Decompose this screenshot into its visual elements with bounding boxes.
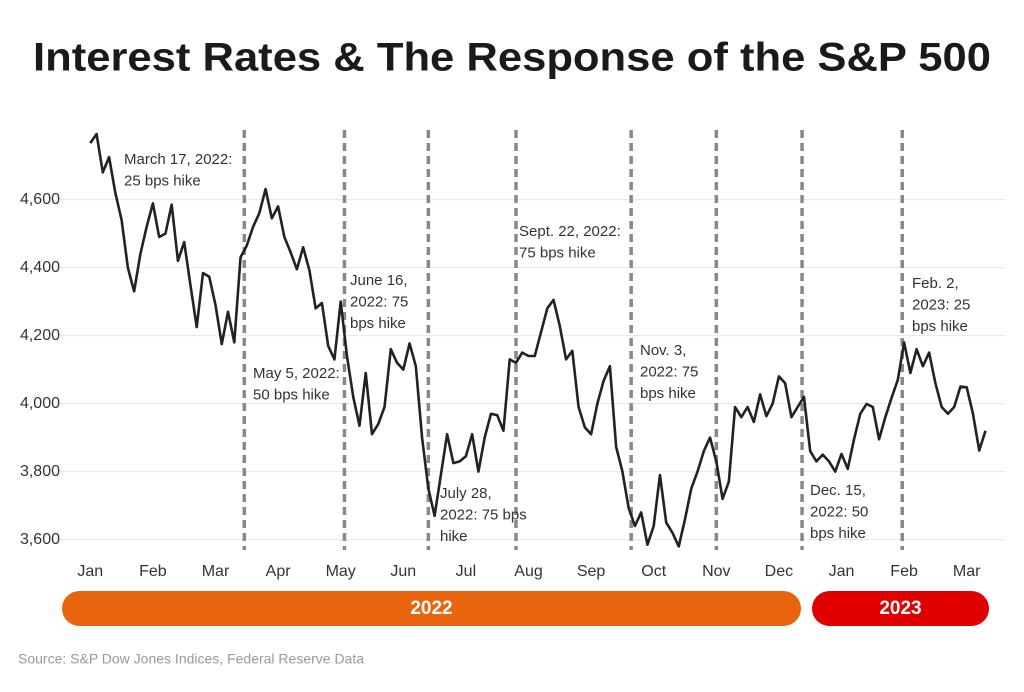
year-label: 2022	[410, 598, 452, 619]
x-tick-label: Jul	[456, 563, 476, 580]
y-tick-label: 4,000	[20, 395, 60, 412]
y-tick-label: 3,800	[20, 463, 60, 480]
year-bar	[62, 591, 801, 626]
annotation: March 17, 2022:	[124, 151, 232, 168]
annotation: 2022: 75 bps	[440, 506, 527, 523]
x-tick-label: Mar	[202, 563, 230, 580]
annotation: 75 bps hike	[519, 244, 596, 261]
series-line	[89, 132, 987, 548]
y-tick-label: 4,400	[20, 259, 60, 276]
annotation: 2022: 75	[640, 363, 698, 380]
y-tick-label: 4,200	[20, 327, 60, 344]
x-tick-label: Sep	[577, 563, 606, 580]
x-tick-label: Jan	[77, 563, 103, 580]
y-tick-label: 4,600	[20, 191, 60, 208]
x-tick-label: Oct	[641, 563, 666, 580]
chart-title: Interest Rates & The Response of the S&P…	[33, 36, 991, 80]
x-tick-label: Feb	[890, 563, 918, 580]
annotation: May 5, 2022:	[253, 365, 340, 382]
year-label: 2023	[879, 598, 921, 619]
annotation: July 28,	[440, 485, 492, 502]
x-tick-label: Apr	[266, 563, 292, 580]
annotation: bps hike	[350, 315, 406, 332]
annotation: Nov. 3,	[640, 342, 686, 359]
annotation: 50 bps hike	[253, 386, 330, 403]
annotation: bps hike	[912, 318, 968, 335]
annotation: Feb. 2,	[912, 275, 959, 292]
annotation: Sept. 22, 2022:	[519, 223, 621, 240]
annotation: June 16,	[350, 272, 408, 289]
annotation: bps hike	[810, 525, 866, 542]
annotation: 2022: 75	[350, 293, 408, 310]
x-tick-label: Dec	[765, 563, 793, 580]
annotation: bps hike	[640, 385, 696, 402]
y-tick-label: 3,600	[20, 531, 60, 548]
year-bar	[812, 591, 989, 626]
annotation: 2022: 50	[810, 503, 868, 520]
annotation: Dec. 15,	[810, 482, 866, 499]
annotation: 25 bps hike	[124, 172, 201, 189]
x-tick-label: Feb	[139, 563, 167, 580]
source: Source: S&P Dow Jones Indices, Federal R…	[18, 651, 364, 667]
annotation: hike	[440, 528, 468, 545]
annotation: 2023: 25	[912, 296, 970, 313]
x-tick-label: Jan	[829, 563, 855, 580]
x-tick-label: Aug	[514, 563, 542, 580]
x-tick-label: May	[326, 563, 356, 580]
x-tick-label: Mar	[953, 563, 981, 580]
x-tick-label: Nov	[702, 563, 730, 580]
x-tick-label: Jun	[390, 563, 416, 580]
